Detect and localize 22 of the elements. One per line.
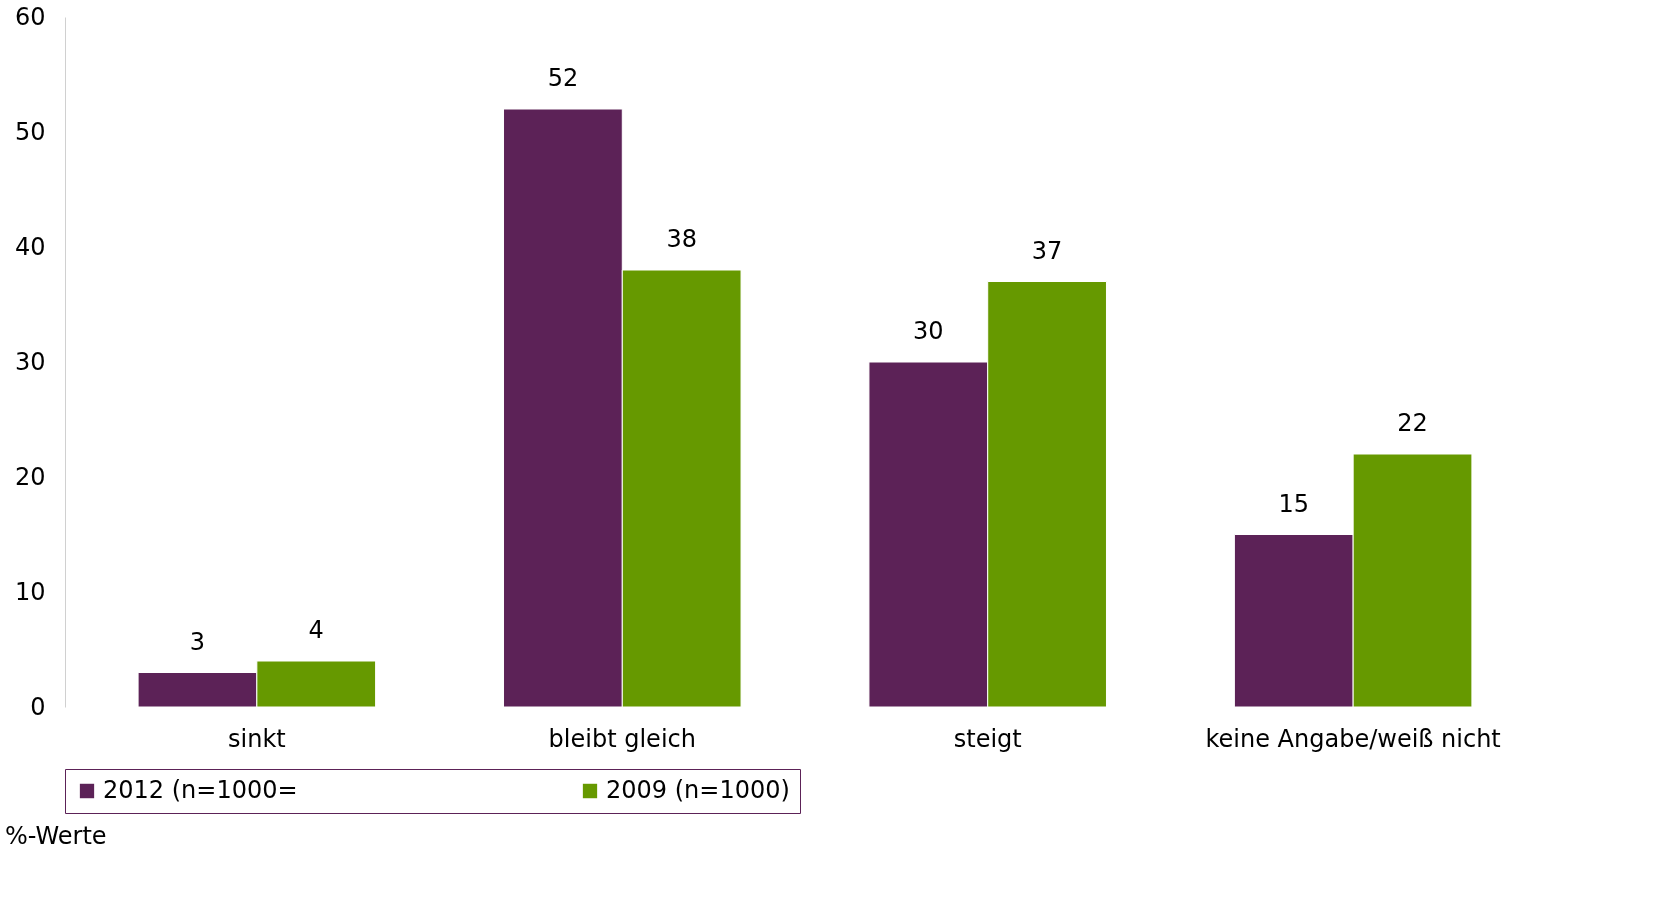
x-tick-label: bleibt gleich bbox=[548, 724, 696, 753]
y-tick-label: 30 bbox=[14, 347, 46, 376]
x-tick-label: steigt bbox=[953, 724, 1022, 753]
data-label: 3 bbox=[189, 627, 206, 656]
data-label: 15 bbox=[1278, 489, 1310, 518]
legend-label: 2012 (n=1000= bbox=[103, 776, 298, 804]
data-label: 22 bbox=[1397, 409, 1428, 437]
y-tick-label: 40 bbox=[14, 232, 46, 261]
text: %-Werte bbox=[5, 822, 107, 850]
legend-label: 2009 (n=1000) bbox=[606, 776, 790, 804]
data-label: 52 bbox=[547, 64, 579, 92]
y-tick-label: 0 bbox=[30, 692, 46, 721]
data-label: 4 bbox=[308, 616, 324, 644]
y-tick-label: 10 bbox=[14, 577, 46, 606]
y-tick-label: 20 bbox=[14, 462, 46, 491]
data-label: 37 bbox=[1031, 236, 1063, 265]
y-tick-label: 60 bbox=[14, 2, 46, 31]
y-tick-label: 50 bbox=[14, 117, 46, 146]
x-tick-label: keine Angabe/weiß nicht bbox=[1205, 724, 1501, 753]
x-tick-label: sinkt bbox=[228, 724, 286, 753]
data-label: 30 bbox=[913, 317, 944, 345]
data-label: 38 bbox=[666, 225, 697, 253]
